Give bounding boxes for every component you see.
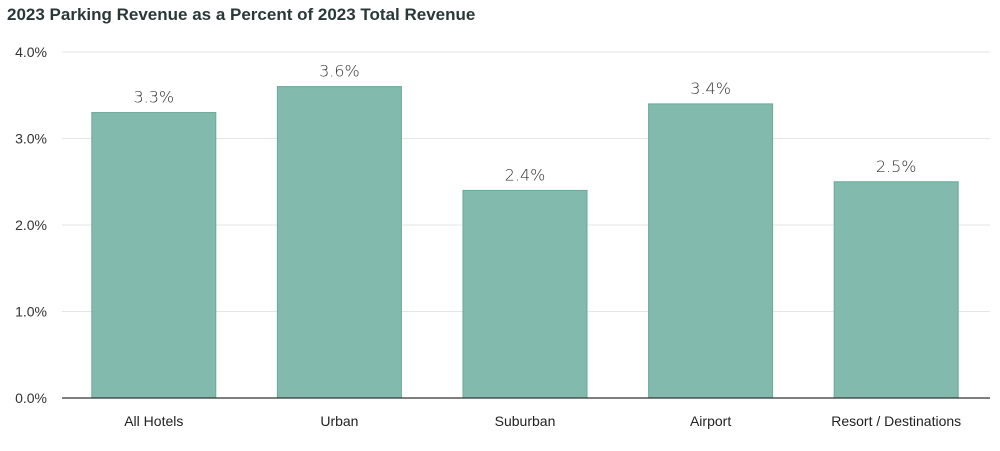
bar — [648, 103, 774, 399]
y-tick-label: 0.0% — [15, 390, 47, 406]
y-tick-label: 2.0% — [15, 217, 47, 233]
data-label: 3.3% — [133, 88, 174, 107]
x-tick-label: All Hotels — [124, 413, 183, 429]
bar — [91, 112, 217, 399]
y-tick-label: 3.0% — [15, 131, 47, 147]
x-tick-label: Suburban — [495, 413, 556, 429]
data-label: 2.5% — [876, 157, 917, 176]
y-tick-label: 4.0% — [15, 44, 47, 60]
data-label: 3.4% — [690, 79, 731, 98]
data-label: 2.4% — [505, 165, 546, 184]
x-tick-label: Resort / Destinations — [831, 413, 961, 429]
x-tick-label: Urban — [320, 413, 358, 429]
data-label: 3.6% — [319, 62, 360, 81]
y-tick-label: 1.0% — [15, 304, 47, 320]
bar — [462, 189, 588, 399]
x-tick-label: Airport — [690, 413, 731, 429]
bar — [833, 181, 959, 399]
chart-title: 2023 Parking Revenue as a Percent of 202… — [7, 5, 476, 24]
bar — [276, 86, 402, 399]
